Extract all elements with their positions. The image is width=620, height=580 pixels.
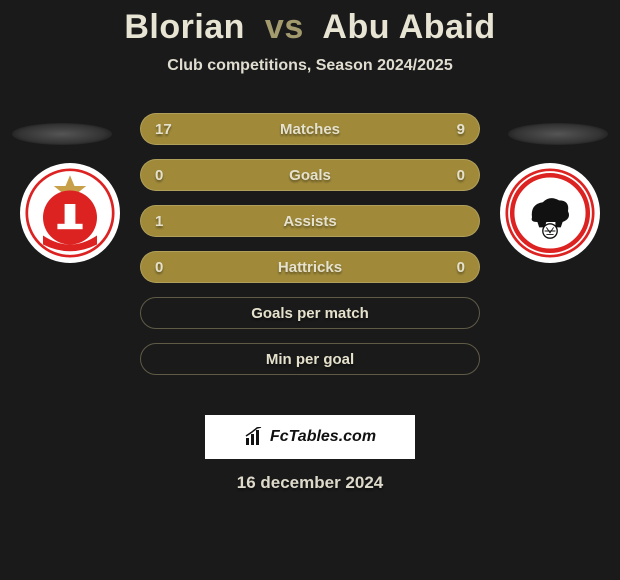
stat-label: Assists xyxy=(283,213,336,230)
stat-row: 0 Hattricks 0 xyxy=(140,251,480,283)
stat-label: Goals per match xyxy=(251,305,369,322)
player1-name: Blorian xyxy=(124,8,245,46)
subtitle: Club competitions, Season 2024/2025 xyxy=(0,57,620,75)
stat-row: 0 Goals 0 xyxy=(140,159,480,191)
stat-label: Matches xyxy=(280,121,340,138)
player2-name: Abu Abaid xyxy=(322,8,495,46)
attribution-text: FcTables.com xyxy=(270,428,376,446)
player2-crest xyxy=(500,163,600,263)
stat-right-value: 9 xyxy=(457,114,465,146)
stat-row: Goals per match xyxy=(140,297,480,329)
stat-left-value: 17 xyxy=(155,114,172,146)
stat-rows: 17 Matches 9 0 Goals 0 1 Assists 0 Hattricks 0 Goal… xyxy=(140,113,480,389)
stat-label: Goals xyxy=(289,167,331,184)
stat-row: Min per goal xyxy=(140,343,480,375)
vs-text: vs xyxy=(265,8,304,46)
crest-right-icon xyxy=(505,168,595,258)
stat-row: 1 Assists xyxy=(140,205,480,237)
stat-left-value: 1 xyxy=(155,206,163,238)
stat-label: Hattricks xyxy=(278,259,342,276)
player1-shadow xyxy=(12,123,112,145)
player2-shadow xyxy=(508,123,608,145)
content-area: 17 Matches 9 0 Goals 0 1 Assists 0 Hattricks 0 Goal… xyxy=(0,105,620,405)
comparison-title: Blorian vs Abu Abaid xyxy=(0,0,620,47)
chart-icon xyxy=(244,427,264,447)
stat-left-value: 0 xyxy=(155,252,163,284)
player1-crest xyxy=(20,163,120,263)
stat-label: Min per goal xyxy=(266,351,354,368)
stat-right-value: 0 xyxy=(457,252,465,284)
stat-left-value: 0 xyxy=(155,160,163,192)
stat-right-value: 0 xyxy=(457,160,465,192)
stat-row: 17 Matches 9 xyxy=(140,113,480,145)
crest-left-icon xyxy=(25,168,115,258)
attribution-badge: FcTables.com xyxy=(205,415,415,459)
date-text: 16 december 2024 xyxy=(0,473,620,493)
